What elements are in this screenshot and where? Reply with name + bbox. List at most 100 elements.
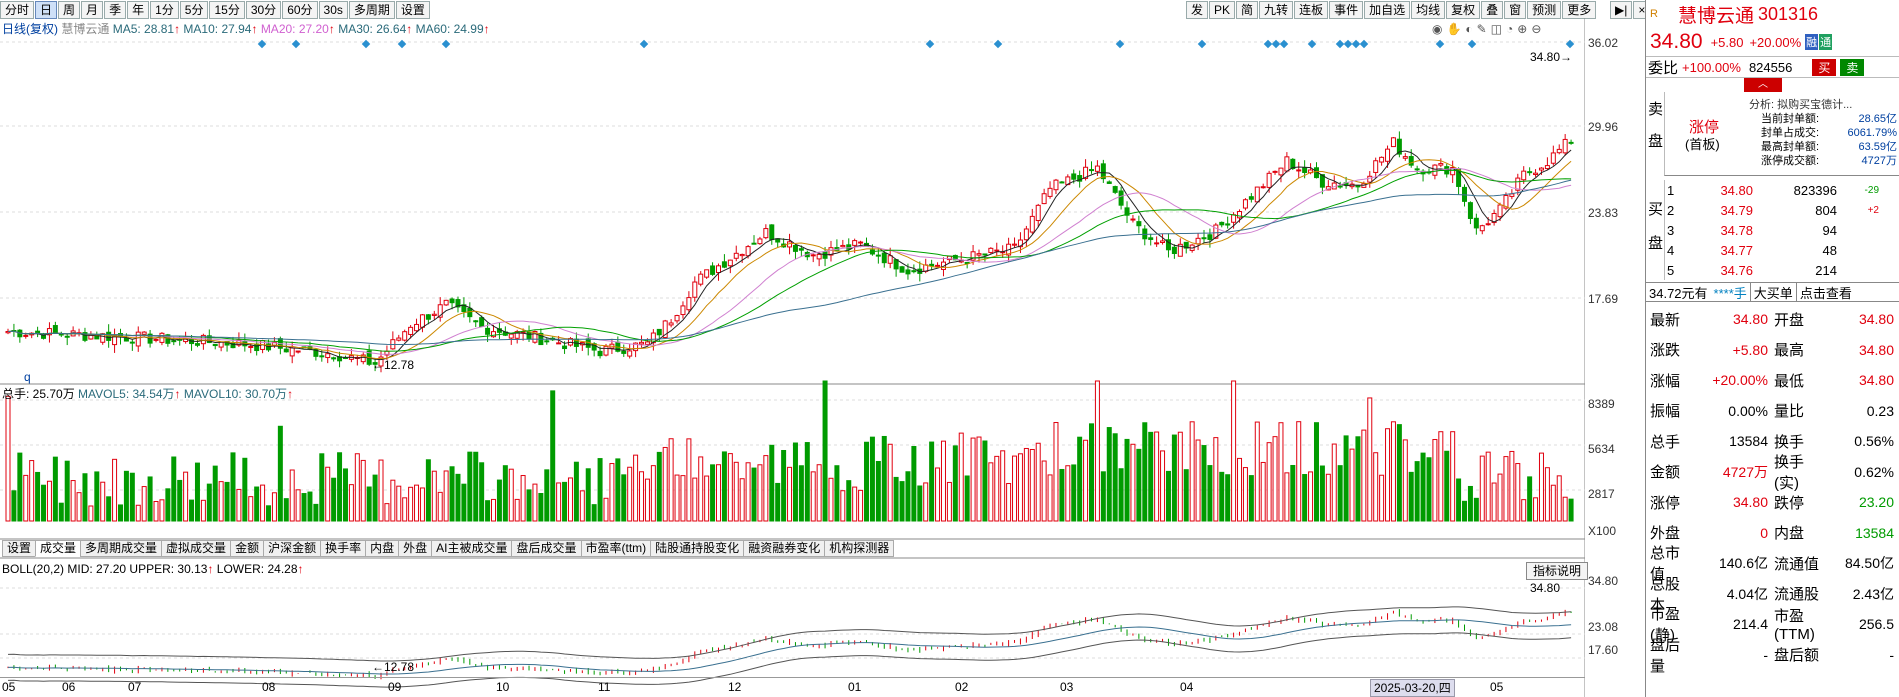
- indicator-tab[interactable]: 多周期成交量: [80, 540, 163, 557]
- period-tab[interactable]: 多周期: [348, 1, 395, 19]
- tool-button[interactable]: 更多: [1562, 1, 1597, 19]
- last-price: 34.80: [1650, 30, 1703, 53]
- tool-button[interactable]: 叠: [1481, 1, 1504, 19]
- period-tab[interactable]: 设置: [395, 1, 430, 19]
- volume-bar: [1408, 471, 1414, 522]
- indicator-tab[interactable]: 市盈率(ttm): [580, 540, 652, 557]
- indicator-help-button[interactable]: 指标说明: [1526, 562, 1589, 580]
- indicator-tab[interactable]: 融资融券变化: [743, 540, 826, 557]
- candle-body: [597, 350, 603, 357]
- tool-button[interactable]: 事件: [1329, 1, 1364, 19]
- volume-bar: [1462, 500, 1468, 522]
- indicator-tab[interactable]: 换手率: [320, 540, 367, 557]
- indicator-tab[interactable]: 沪深金额: [263, 540, 322, 557]
- period-tab[interactable]: 日: [35, 1, 58, 19]
- tool-button[interactable]: 连板: [1294, 1, 1329, 19]
- volume-bar: [733, 461, 739, 522]
- play-icon[interactable]: ▶|: [1610, 1, 1633, 19]
- candle-body: [792, 244, 798, 252]
- tool-button[interactable]: 复权: [1446, 1, 1481, 19]
- period-tab[interactable]: 季: [104, 1, 127, 19]
- candle-body: [141, 331, 147, 335]
- order-bar-item[interactable]: ****手: [1713, 285, 1747, 301]
- buy-order-row[interactable]: 3 34.78 94: [1665, 220, 1899, 240]
- quote-row: 金额 4727万 换手(实) 0.62%: [1646, 454, 1899, 492]
- period-tab[interactable]: 5分: [179, 1, 209, 19]
- buy-button[interactable]: 买: [1812, 58, 1837, 76]
- candle-body: [171, 340, 177, 343]
- indicator-tab[interactable]: 外盘: [398, 540, 433, 557]
- volume-bar: [579, 490, 585, 522]
- candle-body: [1319, 174, 1325, 188]
- order-bar-item[interactable]: 34.72元有: [1649, 285, 1708, 301]
- period-tab[interactable]: 30分: [245, 1, 282, 19]
- buy-order-row[interactable]: 2 34.79 804 +2: [1665, 200, 1899, 220]
- period-tab[interactable]: 15分: [209, 1, 245, 19]
- sell-button[interactable]: 卖: [1840, 58, 1865, 76]
- order-bar-item[interactable]: 大买单: [1749, 282, 1796, 302]
- volume-bar: [1254, 421, 1260, 522]
- indicator-tab[interactable]: 设置: [2, 540, 37, 557]
- period-tab[interactable]: 周: [58, 1, 81, 19]
- indicator-tab[interactable]: 金额: [230, 540, 265, 557]
- tool-button[interactable]: 窗: [1504, 1, 1527, 19]
- r-icon: R: [1650, 8, 1658, 20]
- vol-unit: X100: [1588, 524, 1617, 538]
- tool-button[interactable]: PK: [1209, 1, 1236, 19]
- volume-bar: [70, 480, 76, 522]
- period-tab[interactable]: 年: [127, 1, 150, 19]
- indicator-tab[interactable]: 内盘: [365, 540, 400, 557]
- candle-body: [396, 337, 402, 341]
- buy-order-row[interactable]: 5 34.76 214: [1665, 260, 1899, 280]
- period-tab[interactable]: 月: [81, 1, 104, 19]
- tool-button[interactable]: 预测: [1527, 1, 1562, 19]
- volume-bar: [260, 484, 266, 522]
- volume-bar: [1313, 422, 1319, 522]
- tool-button[interactable]: 均线: [1411, 1, 1446, 19]
- indicator-tab[interactable]: 虚拟成交量: [161, 540, 232, 557]
- kline-chart[interactable]: [0, 18, 1585, 697]
- period-tab[interactable]: 分时: [0, 1, 35, 19]
- mavol5-label: MAVOL5: 34.54万: [78, 387, 175, 401]
- tool-button[interactable]: 九转: [1259, 1, 1294, 19]
- volume-bar: [1237, 457, 1243, 522]
- vol-axis-2817: 2817: [1588, 487, 1615, 501]
- buy-order-row[interactable]: 4 34.77 48: [1665, 240, 1899, 260]
- volume-bar: [437, 491, 443, 522]
- volume-bar: [1485, 451, 1491, 522]
- collapse-icon[interactable]: ︿: [1744, 78, 1782, 92]
- volume-bar: [668, 438, 674, 522]
- ma5-line: [7, 149, 1572, 361]
- indicator-tab[interactable]: 陆股通持股变化: [650, 540, 745, 557]
- indicator-tab[interactable]: 成交量: [35, 540, 82, 557]
- candle-body: [1248, 196, 1254, 200]
- limit-status-title: 涨停: [1689, 119, 1720, 136]
- tool-button[interactable]: 发: [1186, 1, 1209, 19]
- event-marker-icon: [1197, 39, 1207, 49]
- candle-body: [852, 240, 858, 246]
- volume-bar: [319, 453, 325, 522]
- candle-body: [1088, 169, 1094, 172]
- indicator-tab[interactable]: 盘后成交量: [511, 540, 582, 557]
- indicator-tab[interactable]: AI主被成交量: [431, 540, 513, 557]
- high-marker-value: 34.80: [1530, 50, 1561, 64]
- volume-bar: [923, 482, 929, 522]
- chart-tool-icons[interactable]: ◉✋◐✎◫◔⊕⊖: [1432, 22, 1546, 36]
- volume-bar: [1160, 450, 1166, 522]
- indicator-tab[interactable]: 机构探测器: [824, 540, 895, 557]
- order-bar-item[interactable]: 点击查看: [1795, 282, 1855, 302]
- volume-bar: [1106, 427, 1112, 522]
- order-price: 34.79: [1720, 202, 1753, 218]
- big-order-bar[interactable]: 34.72元有 ****手 大买单 点击查看: [1646, 282, 1899, 302]
- analysis-head[interactable]: 分析: 拟购买宝德计...: [1749, 99, 1853, 111]
- tool-button[interactable]: 简: [1236, 1, 1259, 19]
- tool-button[interactable]: 加自选: [1364, 1, 1411, 19]
- quote-value: 13584: [1729, 433, 1768, 449]
- candle-body: [319, 355, 325, 358]
- candle-body: [875, 254, 881, 257]
- period-tab[interactable]: 60分: [282, 1, 318, 19]
- buy-order-row[interactable]: 1 34.80 823396 -29: [1665, 180, 1899, 200]
- candle-body: [1568, 141, 1574, 144]
- period-tab[interactable]: 30s: [318, 1, 348, 19]
- period-tab[interactable]: 1分: [150, 1, 179, 19]
